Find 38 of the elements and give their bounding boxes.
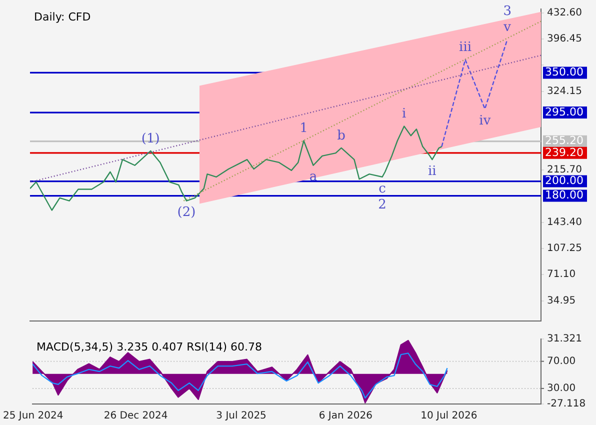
ref-line-label: 180.00 (545, 188, 584, 202)
x-tick-label: 26 Dec 2024 (104, 410, 168, 422)
x-tick-label: 10 Jul 2026 (420, 410, 478, 422)
annotation: v (502, 20, 512, 35)
ref-line-label: 255.20 (545, 134, 584, 148)
y-tick-label: 71.10 (547, 269, 576, 280)
ref-line-label: 350.00 (545, 66, 584, 79)
y-tick-label: 107.25 (547, 243, 582, 254)
annotation: 2 (378, 197, 386, 212)
annotation: iii (459, 40, 472, 56)
annotation: c (378, 181, 386, 196)
annotation: (1) (141, 131, 160, 146)
y-tick-label: 34.95 (547, 295, 576, 306)
annotation: 3 (503, 4, 512, 19)
y-tick-label: 31.321 (547, 334, 582, 345)
y-tick-label: 215.70 (547, 164, 582, 176)
y-tick-label: 396.45 (547, 34, 582, 45)
annotation: 1 (300, 121, 308, 136)
annotation: ii (428, 164, 436, 179)
annotation: b (337, 128, 346, 144)
ref-line-label: 239.20 (545, 146, 584, 159)
x-tick-label: 3 Jul 2025 (216, 410, 266, 422)
chart-title: Daily: CFD (34, 10, 91, 24)
annotation: iv (479, 113, 492, 128)
chart-title: MACD(5,34,5) 3.235 0.407 RSI(14) 60.78 (36, 340, 262, 354)
ref-line-label: 295.00 (545, 105, 584, 118)
x-tick-label: 6 Jan 2026 (318, 410, 372, 422)
y2-tick-label: 70.00 (547, 356, 576, 367)
y-tick-label: 143.40 (547, 216, 582, 228)
y-tick-label: -27.118 (547, 398, 586, 410)
y-tick-label: 324.15 (547, 86, 582, 98)
x-tick-label: 25 Jun 2024 (3, 410, 64, 422)
annotation: (2) (177, 205, 196, 220)
y-tick-label: 432.60 (547, 8, 582, 19)
y2-tick-label: 30.00 (547, 383, 576, 394)
ref-line-label: 200.00 (545, 174, 584, 188)
annotation: i (402, 106, 406, 122)
line-series (441, 38, 508, 148)
